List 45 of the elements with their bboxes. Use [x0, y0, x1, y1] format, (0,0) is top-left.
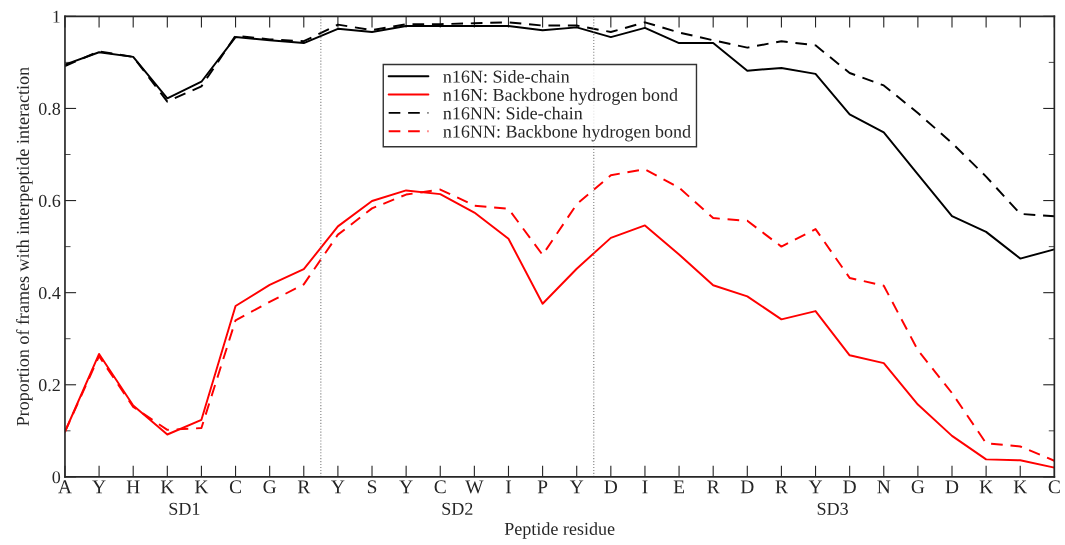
x-tick-label: Y — [808, 480, 823, 494]
x-tick-label: C — [434, 480, 446, 494]
y-axis-title: Proportion of frames with interpeptide interaction — [16, 67, 33, 426]
x-tick-label: R — [297, 480, 311, 494]
legend-label: n16N: Side-chain — [443, 70, 570, 83]
x-tick-label: K — [1013, 480, 1028, 494]
x-tick-label: G — [911, 480, 925, 494]
x-tick-label: D — [945, 480, 959, 494]
text: SD1 — [169, 502, 200, 515]
x-tick-label: Y — [569, 480, 584, 494]
x-tick-label: D — [604, 480, 618, 494]
x-tick-label: S — [367, 480, 377, 494]
y-tick-label: 0.8 — [38, 102, 61, 115]
text: SD2 — [442, 502, 473, 515]
x-tick-label: D — [843, 480, 856, 494]
y-tick-label: 0.6 — [38, 194, 61, 208]
x-tick-label: K — [194, 480, 209, 494]
x-tick-label: N — [877, 480, 891, 494]
x-tick-label: I — [642, 480, 648, 494]
x-tick-label: K — [979, 480, 993, 494]
x-tick-label: R — [775, 480, 788, 494]
x-tick-label: G — [263, 480, 277, 494]
x-tick-label: E — [673, 480, 685, 494]
x-axis-title: Peptide residue — [504, 522, 615, 539]
y-tick-label: 0.2 — [38, 379, 60, 392]
legend-label: n16N: Backbone hydrogen bond — [443, 88, 678, 105]
x-tick-label: I — [505, 480, 512, 494]
x-tick-label: W — [465, 480, 484, 494]
legend-label: n16NN: Backbone hydrogen bond — [443, 124, 691, 142]
y-tick-label: 1 — [53, 10, 60, 23]
x-tick-label: Y — [331, 480, 345, 494]
y-tick-label: 0.4 — [38, 286, 61, 300]
x-tick-label: Y — [399, 480, 413, 494]
x-tick-label: K — [160, 480, 175, 494]
x-tick-label: C — [229, 480, 241, 494]
x-tick-label: R — [707, 480, 720, 494]
x-tick-label: D — [740, 480, 754, 494]
x-tick-label: A — [58, 480, 72, 494]
text: SD3 — [817, 502, 848, 515]
legend-label: n16NN: Side-chain — [443, 106, 583, 120]
y-tick-label: 0 — [52, 471, 61, 484]
x-tick-label: C — [1048, 480, 1060, 494]
x-tick-label: H — [126, 480, 140, 494]
x-tick-label: P — [537, 480, 548, 494]
x-tick-label: Y — [92, 480, 106, 494]
